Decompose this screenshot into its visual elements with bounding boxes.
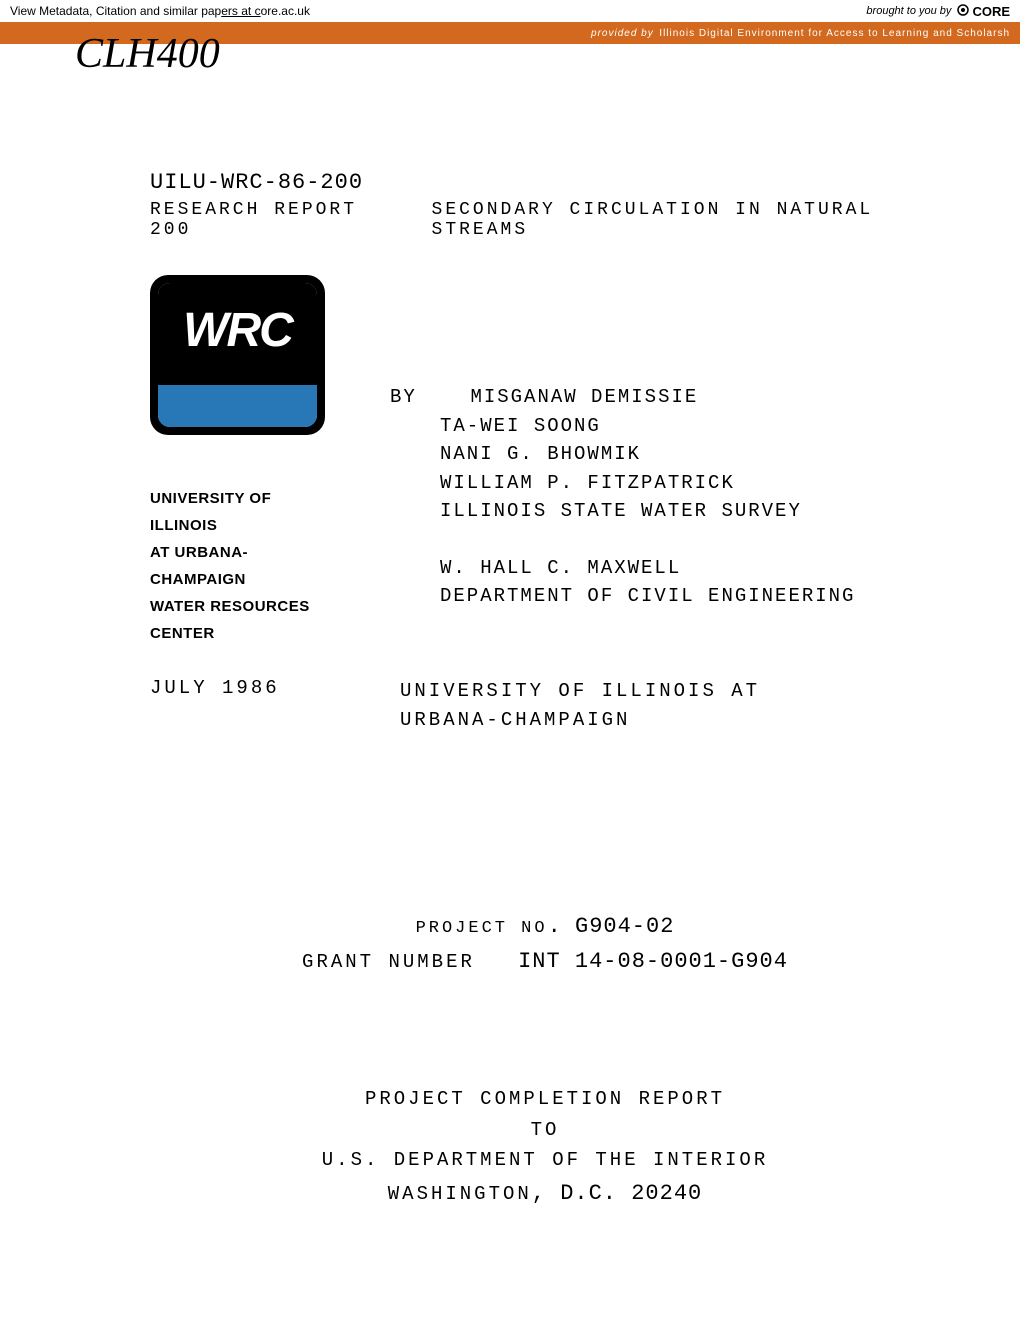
left-column: WRC UNIVERSITY OF ILLINOIS AT URBANA-CHA… <box>150 275 340 647</box>
core-attribution: brought to you by CORE <box>866 3 1010 20</box>
right-column: BY MISGANAW DEMISSIE TA-WEI SOONG NANI G… <box>390 275 940 647</box>
logo-waves-icon <box>158 377 317 427</box>
authors-block: TA-WEI SOONG NANI G. BHOWMIK WILLIAM P. … <box>390 412 940 611</box>
completion-line: WASHINGTON, D.C. 20240 <box>150 1176 940 1211</box>
author-affiliation: ILLINOIS STATE WATER SURVEY <box>440 497 940 526</box>
institution-line: WATER RESOURCES <box>150 593 340 620</box>
author-name: WILLIAM P. FITZPATRICK <box>440 469 940 498</box>
wrc-logo: WRC <box>150 275 325 435</box>
report-date: JULY 1986 <box>150 677 340 734</box>
document-content: UILU-WRC-86-200 RESEARCH REPORT 200 SECO… <box>150 170 940 1211</box>
core-label: CORE <box>972 4 1010 19</box>
completion-line: TO <box>150 1115 940 1145</box>
author-name: W. HALL C. MAXWELL <box>440 554 940 583</box>
provided-by-label: provided by <box>591 28 654 39</box>
institution-line: UNIVERSITY OF ILLINOIS <box>150 485 340 539</box>
report-title: SECONDARY CIRCULATION IN NATURAL STREAMS <box>432 200 940 240</box>
university-block: UNIVERSITY OF ILLINOIS AT URBANA-CHAMPAI… <box>400 677 940 734</box>
metadata-link[interactable]: View Metadata, Citation and similar pape… <box>10 4 310 18</box>
report-number: RESEARCH REPORT 200 <box>150 200 392 240</box>
logo-text: WRC <box>158 283 317 377</box>
author-name: NANI G. BHOWMIK <box>440 440 940 469</box>
university-line: UNIVERSITY OF ILLINOIS AT <box>400 677 940 706</box>
by-label: BY <box>390 386 417 408</box>
core-logo[interactable]: CORE <box>956 3 1010 20</box>
author-name: MISGANAW DEMISSIE <box>470 386 698 408</box>
handwritten-annotation: CLH400 <box>75 30 220 78</box>
core-icon <box>956 3 970 20</box>
by-line: BY MISGANAW DEMISSIE <box>390 383 940 412</box>
grant-label: GRANT NUMBER <box>302 951 475 973</box>
brought-by-text: brought to you by <box>866 5 951 17</box>
project-no-label: PROJECT NO <box>416 919 548 938</box>
author-name: TA-WEI SOONG <box>440 412 940 441</box>
project-no-value: G904-02 <box>575 914 674 939</box>
date-university-row: JULY 1986 UNIVERSITY OF ILLINOIS AT URBA… <box>150 677 940 734</box>
institution-line: CENTER <box>150 620 340 647</box>
provider-name[interactable]: Illinois Digital Environment for Access … <box>659 28 1010 39</box>
institution-line: AT URBANA-CHAMPAIGN <box>150 539 340 593</box>
project-number-line: PROJECT NO. G904-02 <box>150 909 940 944</box>
completion-line: U.S. DEPARTMENT OF THE INTERIOR <box>150 1145 940 1175</box>
grant-value: INT 14-08-0001-G904 <box>518 949 788 974</box>
university-line: URBANA-CHAMPAIGN <box>400 706 940 735</box>
project-info-section: PROJECT NO. G904-02 GRANT NUMBER INT 14-… <box>150 909 940 1211</box>
report-title-line: RESEARCH REPORT 200 SECONDARY CIRCULATIO… <box>150 200 940 240</box>
report-id: UILU-WRC-86-200 <box>150 170 940 195</box>
two-column-section: WRC UNIVERSITY OF ILLINOIS AT URBANA-CHA… <box>150 275 940 647</box>
core-top-bar: View Metadata, Citation and similar pape… <box>0 0 1020 22</box>
author-affiliation: DEPARTMENT OF CIVIL ENGINEERING <box>440 582 940 611</box>
completion-line: PROJECT COMPLETION REPORT <box>150 1084 940 1114</box>
completion-report-section: PROJECT COMPLETION REPORT TO U.S. DEPART… <box>150 1084 940 1210</box>
institution-block: UNIVERSITY OF ILLINOIS AT URBANA-CHAMPAI… <box>150 485 340 647</box>
grant-number-line: GRANT NUMBER INT 14-08-0001-G904 <box>150 944 940 979</box>
